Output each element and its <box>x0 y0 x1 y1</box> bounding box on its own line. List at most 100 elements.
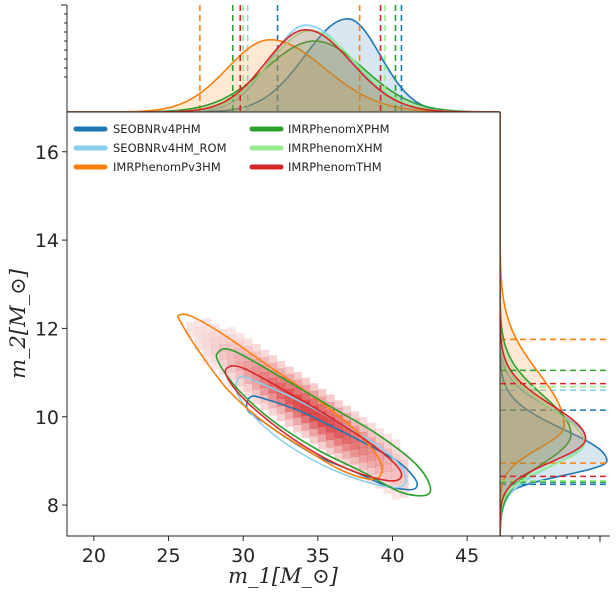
histogram-bin <box>260 372 269 381</box>
histogram-bin <box>227 364 237 373</box>
histogram-bin <box>194 334 204 343</box>
histogram-bin <box>243 383 253 392</box>
y-tick-label: 16 <box>35 142 59 164</box>
legend-label-imrphenomthm: IMRPhenomTHM <box>288 160 382 174</box>
legend-label-imrphenomxhm: IMRPhenomXHM <box>288 141 383 155</box>
histogram-bin <box>243 376 253 384</box>
histogram-bin <box>268 392 278 401</box>
legend-label-seobnrv4phm: SEOBNRv4PHM <box>113 122 201 136</box>
y-axis-title: m_2[M_⊙] <box>6 268 30 379</box>
histogram-bin <box>342 405 351 414</box>
histogram-bin <box>383 486 393 495</box>
histogram-bin <box>252 381 261 390</box>
histogram-bin <box>334 400 343 408</box>
histogram-bin <box>235 370 245 379</box>
histogram-bin <box>309 405 319 414</box>
histogram-bin <box>334 445 343 454</box>
histogram-bin <box>211 323 220 332</box>
histogram-bin <box>293 372 302 380</box>
histogram-bin <box>276 390 286 399</box>
histogram-bin <box>276 383 286 392</box>
histogram-bin <box>350 448 360 457</box>
legend-background <box>70 116 400 176</box>
histogram-bin <box>194 342 204 351</box>
histogram-bin <box>317 434 327 442</box>
histogram-bin <box>375 435 384 444</box>
histogram-bin <box>268 370 278 379</box>
histogram-bin <box>235 347 245 356</box>
marginal-m2-line-imrphenomxphm <box>500 112 572 536</box>
histogram-bin <box>202 333 212 341</box>
histogram-bin <box>334 422 343 431</box>
histogram-bin <box>383 471 393 480</box>
histogram-bin <box>383 478 393 487</box>
histogram-bin <box>211 361 220 369</box>
histogram-bin <box>260 349 269 358</box>
histogram-bin <box>260 357 269 366</box>
histogram-bin <box>383 433 393 442</box>
histogram-bin <box>367 430 376 438</box>
histogram-bin <box>284 411 294 420</box>
histogram-bin <box>252 389 261 397</box>
legend: SEOBNRv4PHM SEOBNRv4HM_ROM IMRPhenomPv3HM I… <box>70 116 400 176</box>
histogram-bin <box>342 443 351 452</box>
marginal-m1-fill-seobnrv4phm <box>67 18 500 112</box>
histogram-bin <box>202 325 212 334</box>
histogram-bin <box>202 355 212 364</box>
histogram-bin <box>252 374 261 382</box>
histogram-bin <box>219 336 228 345</box>
marginal-m2-fill-seobnrv4phm <box>500 112 607 536</box>
histogram-bin <box>334 437 343 446</box>
histogram-bin <box>350 441 360 450</box>
histogram-bin <box>358 447 368 455</box>
histogram-bin <box>317 388 327 397</box>
marginal-m1-fill-imrphenomxphm <box>67 41 500 112</box>
histogram-bin <box>317 411 327 420</box>
contour-imrphenomxphm <box>215 348 432 497</box>
histogram-bin <box>326 447 335 455</box>
histogram-bin <box>342 450 351 459</box>
histogram-bin <box>317 403 327 412</box>
histogram-bin <box>342 435 351 444</box>
histogram-bin <box>375 450 384 459</box>
histogram-bin <box>399 482 409 491</box>
histogram-bin <box>383 456 393 465</box>
histogram-bin <box>309 383 319 392</box>
histogram-bin <box>186 329 195 338</box>
histogram-bin <box>326 439 335 448</box>
marginal-m2-fill-imrphenomxphm <box>500 112 571 536</box>
histogram-bin <box>326 409 335 418</box>
histogram-bin <box>235 332 245 341</box>
histogram-bin <box>334 452 343 461</box>
histogram-bin <box>375 465 384 474</box>
histogram-bin <box>202 348 212 356</box>
main-frame <box>66 111 501 537</box>
histogram-bin <box>309 420 319 429</box>
histogram-bin <box>358 439 368 448</box>
histogram-bin <box>309 428 319 437</box>
marginal-m2-fill-seobnrv4hm-rom <box>500 112 586 536</box>
histogram-bin <box>276 398 286 407</box>
histogram-bin <box>399 460 409 468</box>
histogram-bin <box>276 405 286 414</box>
legend-label-seobnrv4hm-rom: SEOBNRv4HM_ROM <box>113 141 227 155</box>
histogram-bin <box>219 359 228 368</box>
histogram-bin <box>227 342 237 351</box>
histogram-bin <box>227 349 237 358</box>
histogram-bin <box>293 417 302 425</box>
histogram-bin <box>309 398 319 407</box>
histogram-bin <box>342 420 351 429</box>
histogram-bin <box>367 452 376 461</box>
histogram-bin <box>301 392 310 401</box>
histogram-bin <box>367 467 376 476</box>
histogram-bin <box>202 340 212 349</box>
histogram-bin <box>268 355 278 364</box>
histogram-bin <box>268 362 278 371</box>
histogram-bin <box>317 418 327 427</box>
histogram-bin <box>268 407 278 416</box>
histogram-bin <box>391 454 401 463</box>
histogram-bin <box>219 351 228 360</box>
histogram-bin <box>350 411 360 420</box>
histogram-bin <box>391 439 401 448</box>
histogram-bin <box>375 458 384 467</box>
